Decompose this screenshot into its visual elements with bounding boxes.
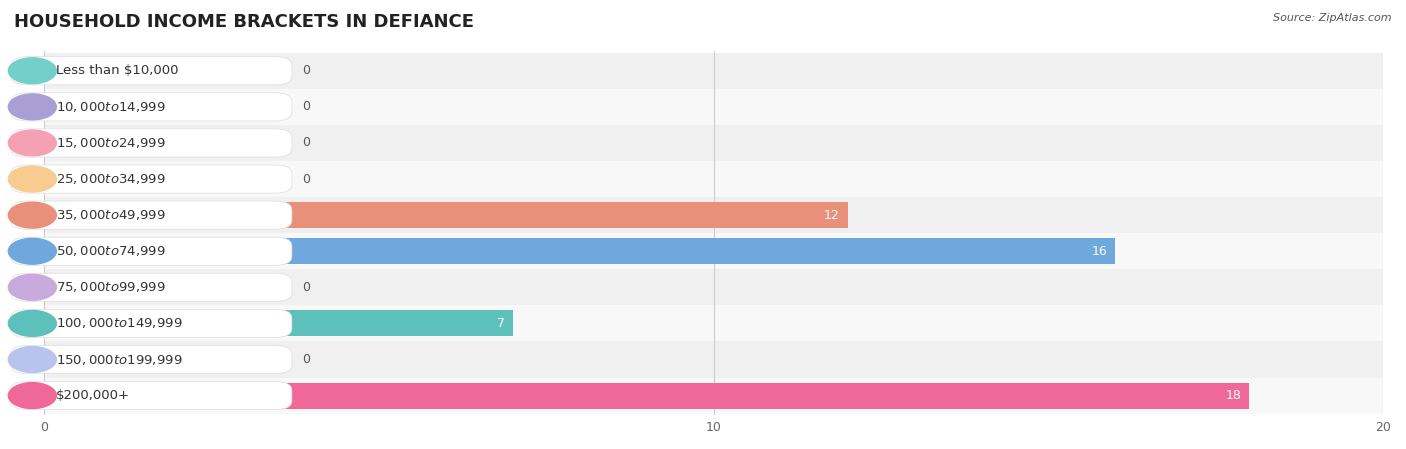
FancyBboxPatch shape (11, 129, 292, 157)
Text: 0: 0 (302, 101, 309, 113)
Text: 0: 0 (302, 353, 309, 366)
Bar (0, 53, 1406, 89)
Text: $10,000 to $14,999: $10,000 to $14,999 (56, 100, 166, 114)
Bar (0, 161, 1406, 197)
Text: 0: 0 (302, 172, 309, 185)
FancyBboxPatch shape (11, 57, 292, 85)
Text: $200,000+: $200,000+ (56, 389, 131, 402)
Text: $75,000 to $99,999: $75,000 to $99,999 (56, 280, 166, 295)
Text: Less than $10,000: Less than $10,000 (56, 64, 179, 77)
Bar (0, 89, 1406, 125)
Circle shape (8, 310, 56, 336)
Circle shape (8, 347, 56, 373)
FancyBboxPatch shape (11, 201, 292, 229)
Text: 7: 7 (496, 317, 505, 330)
Circle shape (8, 202, 56, 228)
Bar (44, 202, 848, 228)
Text: $100,000 to $149,999: $100,000 to $149,999 (56, 317, 183, 330)
Text: 0: 0 (302, 136, 309, 150)
Text: 18: 18 (1225, 389, 1241, 402)
Text: $15,000 to $24,999: $15,000 to $24,999 (56, 136, 166, 150)
Circle shape (8, 238, 56, 264)
Bar (0, 197, 1406, 233)
Circle shape (8, 274, 56, 300)
Text: $25,000 to $34,999: $25,000 to $34,999 (56, 172, 166, 186)
Text: Source: ZipAtlas.com: Source: ZipAtlas.com (1274, 13, 1392, 23)
Text: $150,000 to $199,999: $150,000 to $199,999 (56, 352, 183, 366)
Circle shape (8, 130, 56, 156)
Bar (44, 383, 1249, 409)
Text: HOUSEHOLD INCOME BRACKETS IN DEFIANCE: HOUSEHOLD INCOME BRACKETS IN DEFIANCE (14, 13, 474, 31)
FancyBboxPatch shape (11, 165, 292, 193)
Circle shape (8, 94, 56, 120)
Text: 0: 0 (302, 281, 309, 294)
Bar (0, 378, 1406, 414)
Text: $50,000 to $74,999: $50,000 to $74,999 (56, 244, 166, 258)
Bar (0, 341, 1406, 378)
Bar (44, 238, 1115, 264)
Circle shape (8, 58, 56, 84)
Bar (0, 305, 1406, 341)
Circle shape (8, 166, 56, 192)
FancyBboxPatch shape (11, 382, 292, 409)
FancyBboxPatch shape (11, 309, 292, 338)
Bar (0, 233, 1406, 269)
FancyBboxPatch shape (11, 345, 292, 374)
Text: 0: 0 (302, 64, 309, 77)
Circle shape (8, 383, 56, 409)
Bar (0, 125, 1406, 161)
FancyBboxPatch shape (11, 273, 292, 301)
Text: $35,000 to $49,999: $35,000 to $49,999 (56, 208, 166, 222)
Text: 16: 16 (1091, 245, 1108, 258)
FancyBboxPatch shape (11, 93, 292, 121)
FancyBboxPatch shape (11, 237, 292, 265)
Bar (44, 310, 513, 336)
Text: 12: 12 (824, 209, 839, 222)
Bar (0, 269, 1406, 305)
